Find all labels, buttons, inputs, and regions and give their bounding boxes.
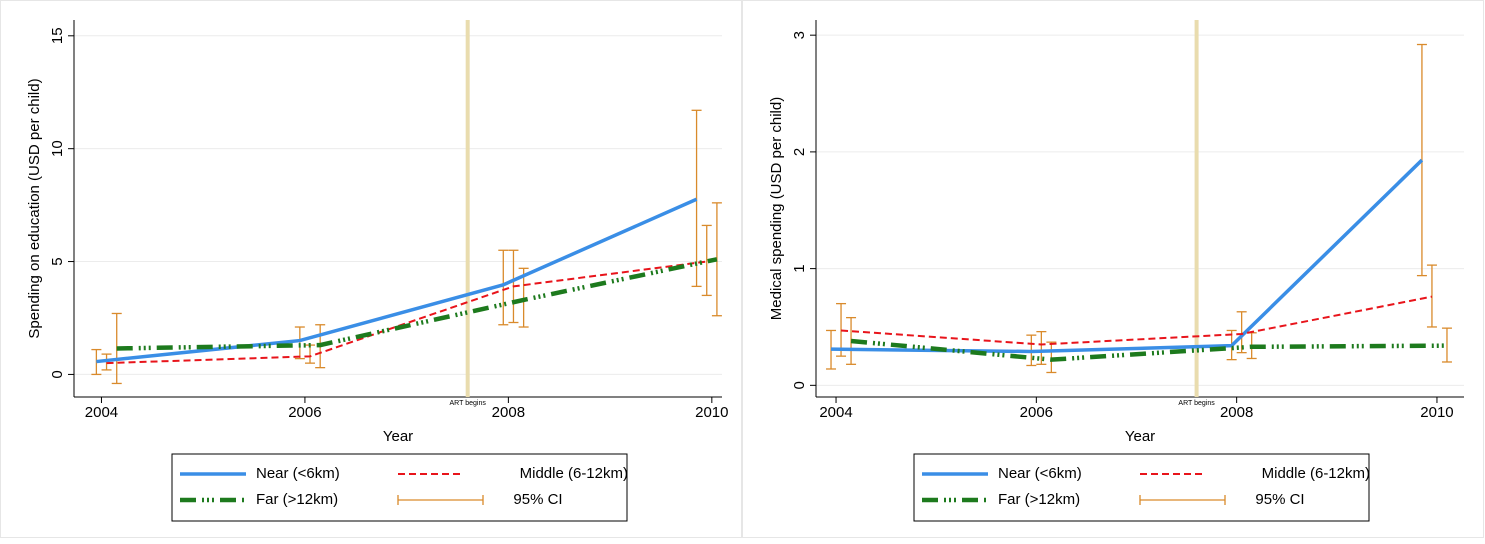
x-tick-label: 2004 [85, 404, 118, 421]
x-axis-title: Year [1125, 428, 1155, 445]
y-tick-label: 5 [49, 257, 66, 265]
x-tick-label: 2008 [492, 404, 525, 421]
legend-label: Far (>12km) [256, 491, 338, 508]
y-tick-label: 0 [791, 381, 808, 389]
error-bar [498, 249, 509, 326]
y-tick-label: 3 [791, 31, 808, 39]
y-tick-label: 15 [49, 27, 66, 44]
legend-label: 95% CI [513, 491, 562, 508]
y-axis-title: Spending on education (USD per child) [26, 78, 43, 338]
y-tick-label: 10 [49, 140, 66, 157]
x-tick-label: 2004 [819, 404, 852, 421]
y-tick-label: 2 [791, 148, 808, 156]
x-tick-label: 2010 [1420, 404, 1453, 421]
series-line [116, 257, 718, 351]
legend-label: 95% CI [1255, 491, 1304, 508]
error-bar [1036, 330, 1047, 365]
error-bar [294, 326, 305, 360]
y-tick-label: 0 [49, 370, 66, 378]
error-bar [1426, 264, 1437, 328]
error-bar [91, 348, 102, 376]
legend-box [913, 453, 1370, 522]
legend-label: Near (<6km) [998, 465, 1082, 482]
x-tick-label: 2008 [1220, 404, 1253, 421]
error-bar [691, 109, 702, 288]
x-tick-label: 2010 [695, 404, 728, 421]
error-bar [836, 302, 847, 357]
series-line [106, 260, 707, 365]
event-label: ART begins [450, 400, 487, 407]
error-bar [1441, 327, 1452, 363]
x-tick-label: 2006 [288, 404, 321, 421]
legend-label: Middle (6-12km) [520, 465, 628, 482]
legend-label: Middle (6-12km) [1262, 465, 1370, 482]
event-label: ART begins [1178, 400, 1215, 407]
error-bar [711, 202, 722, 317]
error-bar [1046, 341, 1057, 374]
legend-label: Far (>12km) [998, 491, 1080, 508]
y-axis-title: Medical spending (USD per child) [768, 97, 785, 320]
panel-frame [0, 0, 742, 538]
series-line [840, 295, 1433, 346]
error-bar [1236, 311, 1247, 354]
x-tick-label: 2006 [1020, 404, 1053, 421]
legend-box [171, 453, 628, 522]
series-line [96, 197, 698, 364]
legend-label: Near (<6km) [256, 465, 340, 482]
error-bar [701, 224, 712, 297]
x-axis-title: Year [383, 428, 413, 445]
y-tick-label: 1 [791, 264, 808, 272]
